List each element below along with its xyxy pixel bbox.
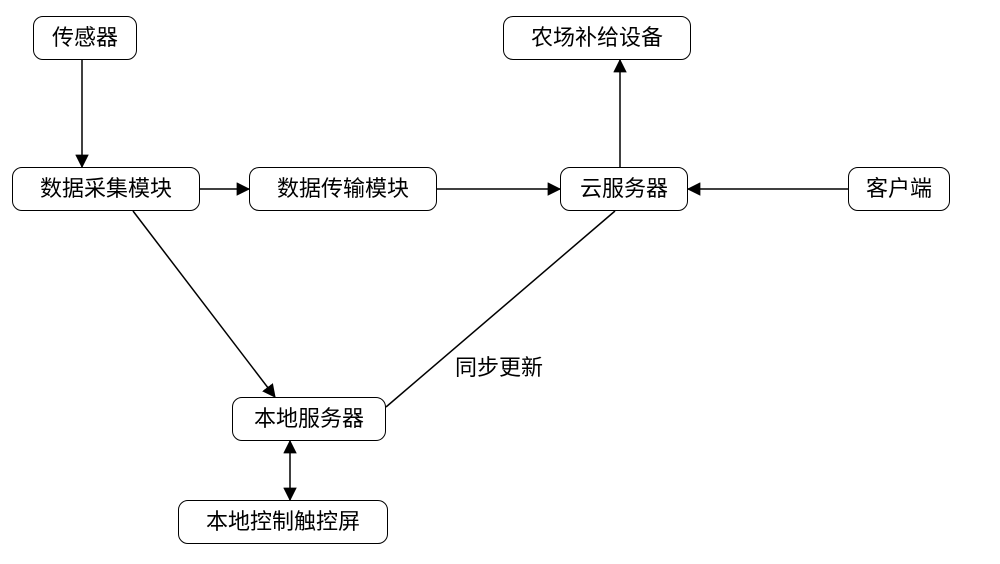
edge-label-text: 同步更新	[455, 355, 543, 380]
node-label: 数据传输模块	[277, 176, 409, 202]
node-label: 数据采集模块	[40, 176, 172, 202]
node-label: 本地控制触控屏	[206, 509, 360, 535]
node-local_server: 本地服务器	[232, 397, 386, 441]
node-farm_supply: 农场补给设备	[503, 16, 691, 60]
node-client: 客户端	[848, 167, 950, 211]
node-label: 本地服务器	[254, 406, 364, 432]
node-touch_screen: 本地控制触控屏	[178, 500, 388, 544]
node-data_collect: 数据采集模块	[12, 167, 200, 211]
node-label: 传感器	[52, 25, 118, 51]
node-label: 云服务器	[580, 176, 668, 202]
node-data_trans: 数据传输模块	[249, 167, 437, 211]
node-cloud_server: 云服务器	[560, 167, 688, 211]
node-sensor: 传感器	[33, 16, 137, 60]
node-label: 农场补给设备	[531, 25, 663, 51]
node-label: 客户端	[866, 176, 932, 202]
edge-label-0: 同步更新	[455, 350, 543, 382]
edge-data_collect-to-local_server	[133, 211, 275, 397]
edges-layer	[0, 0, 1000, 564]
